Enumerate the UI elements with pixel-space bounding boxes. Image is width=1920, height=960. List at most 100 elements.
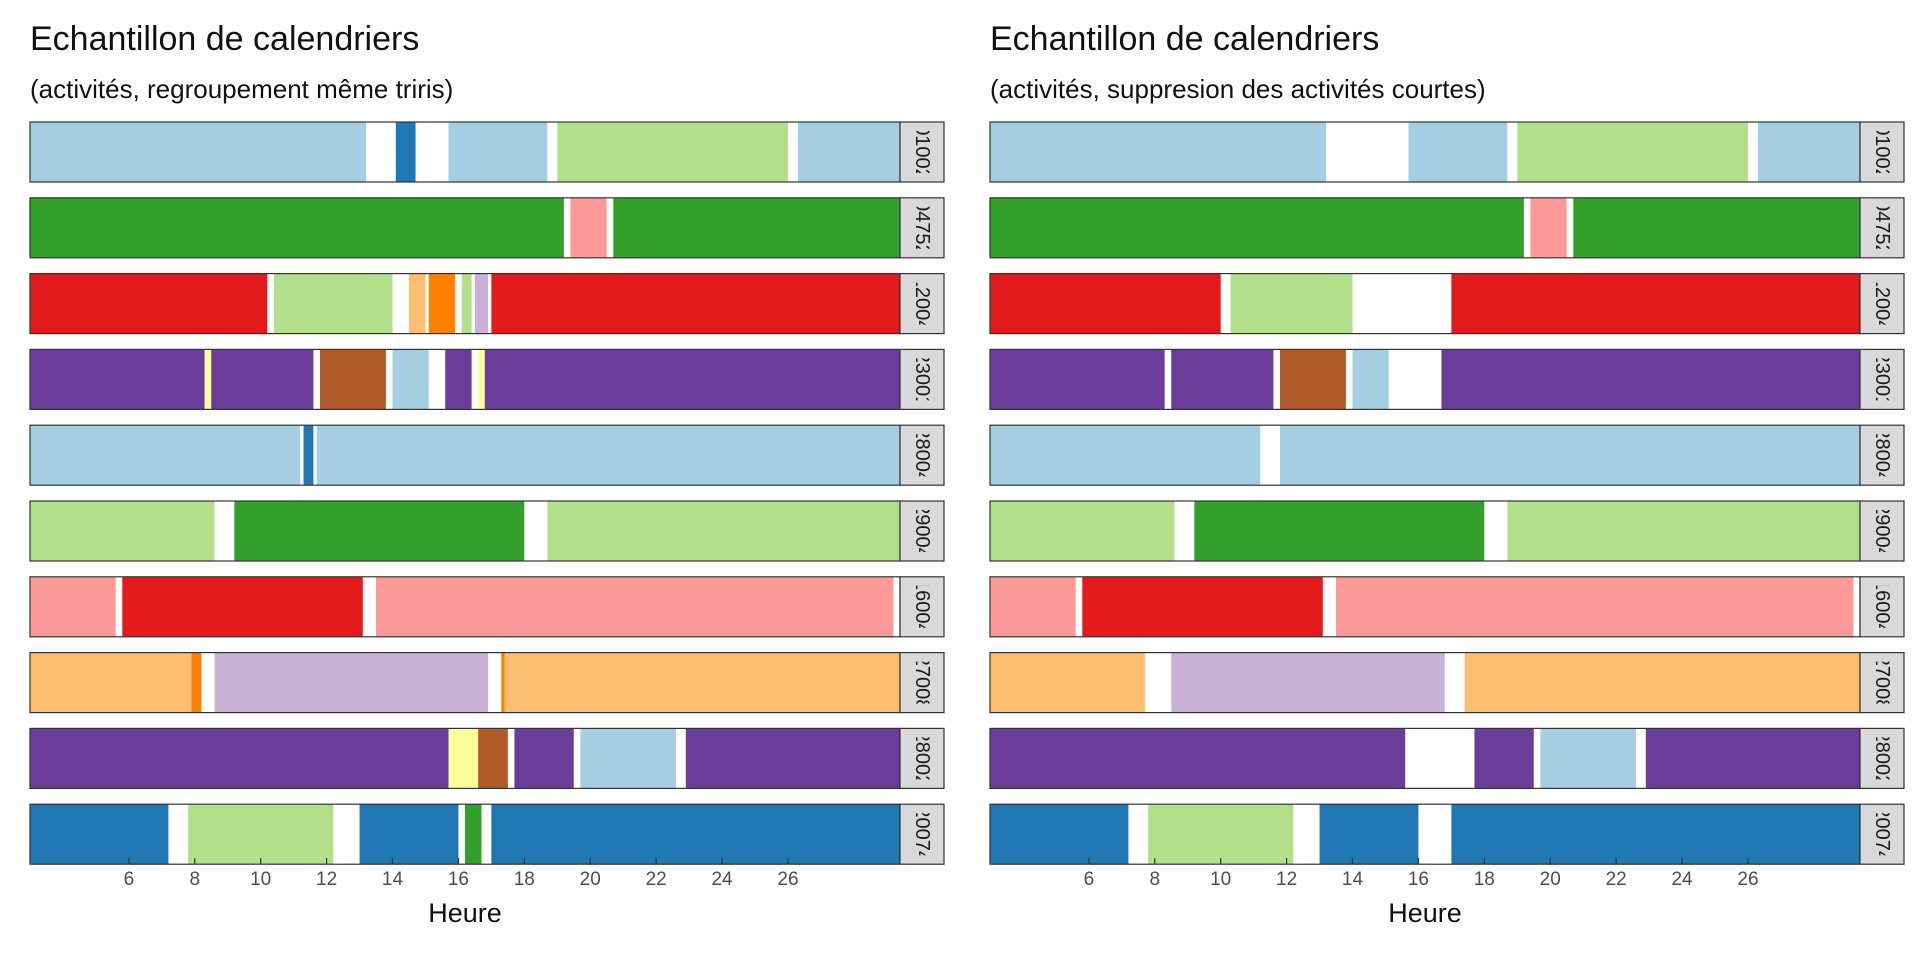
x-tick-label: 24 (711, 869, 733, 890)
activity-segment (685, 728, 900, 789)
x-tick-label: 8 (1149, 869, 1160, 890)
activity-segment (1230, 273, 1353, 334)
activity-segment (1645, 728, 1860, 789)
row-strip (899, 500, 945, 562)
x-tick-label: 12 (316, 869, 337, 890)
activity-segment (1507, 501, 1860, 561)
activity-segment (30, 273, 268, 334)
activity-segment (1408, 122, 1508, 182)
activity-segment (547, 501, 900, 561)
activity-segment (204, 349, 212, 410)
activity-segment (1171, 349, 1274, 410)
calendar-row: 29004 (989, 500, 1905, 562)
activity-segment (504, 652, 900, 713)
x-tick-label: 10 (1210, 869, 1231, 890)
activity-segment (990, 122, 1327, 182)
activity-segment (478, 728, 508, 789)
activity-segment (474, 273, 489, 334)
activity-segment (1540, 728, 1636, 789)
row-label: 01002 (1871, 124, 1893, 180)
activity-segment (303, 425, 314, 486)
activity-segment (448, 122, 548, 182)
row-label: 12004 (1871, 276, 1893, 332)
x-tick-label: 22 (646, 869, 667, 890)
x-tick-label: 18 (1474, 869, 1495, 890)
x-tick-label: 14 (1342, 869, 1364, 890)
x-axis: 6 8 10 12 14 16 18 20 22 24 26 (1084, 858, 1759, 890)
activity-segment (990, 501, 1175, 561)
calendar-row: 23001 (989, 348, 1905, 410)
x-tick-label: 20 (1540, 869, 1561, 890)
row-strip (1859, 500, 1905, 562)
row-strip (899, 803, 945, 865)
activity-segment (613, 197, 900, 258)
row-label: 16004 (1871, 579, 1893, 635)
activity-segment (491, 273, 900, 334)
activity-segment (1474, 728, 1534, 789)
calendar-row: 12004 (29, 273, 945, 335)
x-tick-label: 8 (189, 869, 200, 890)
row-label: 23001 (911, 352, 933, 408)
activity-segment (376, 576, 894, 637)
calendar-row: 28002 (29, 727, 945, 790)
row-label: 20074 (1871, 806, 1893, 862)
row-label: 28002 (1871, 731, 1893, 787)
calendar-row: 01002 (29, 121, 945, 183)
activity-segment (30, 349, 205, 410)
activity-segment (461, 273, 472, 334)
row-label: 29004 (1871, 503, 1893, 559)
activity-segment (359, 804, 459, 865)
activity-segment (990, 425, 1261, 486)
row-label: 01002 (911, 124, 933, 180)
calendar-row: 20074 (29, 803, 945, 865)
activity-segment (990, 804, 1129, 865)
calendar-row: 20074 (989, 803, 1905, 865)
activity-segment (580, 728, 676, 789)
row-strip (1859, 727, 1905, 790)
activity-segment (1530, 197, 1567, 258)
row-strip (899, 424, 945, 486)
chart-subtitle: (activités, suppresion des activités cou… (990, 74, 1486, 104)
activity-segment (1517, 122, 1748, 182)
row-label: 29004 (911, 503, 933, 559)
activity-segment (491, 804, 900, 865)
activity-segment (797, 122, 900, 182)
x-tick-label: 26 (1737, 869, 1758, 890)
chart-title: Echantillon de calendriers (990, 20, 1380, 58)
row-label: 27008 (911, 655, 933, 711)
activity-segment (1148, 804, 1294, 865)
x-tick-label: 6 (1084, 869, 1095, 890)
activity-segment (320, 349, 386, 410)
activity-segment (1336, 576, 1854, 637)
row-strip (899, 727, 945, 790)
activity-segment (1171, 652, 1445, 713)
activity-segment (990, 576, 1076, 637)
activity-segment (1451, 804, 1860, 865)
x-tick-label: 18 (514, 869, 535, 890)
activity-segment (234, 501, 525, 561)
activity-segment (1451, 273, 1860, 334)
activity-segment (1280, 425, 1860, 486)
activity-segment (1573, 197, 1860, 258)
calendar-row: 01002 (989, 121, 1905, 183)
row-strip (1859, 576, 1905, 638)
activity-segment (428, 273, 456, 334)
row-label: 04752 (1871, 200, 1893, 256)
row-strip (1859, 121, 1905, 183)
row-label: 04752 (911, 200, 933, 256)
activity-segment (191, 652, 202, 713)
activity-segment (1757, 122, 1860, 182)
x-tick-label: 20 (580, 869, 601, 890)
activity-segment (501, 652, 505, 713)
activity-segment (1280, 349, 1346, 410)
row-label: 28002 (911, 731, 933, 787)
activity-segment (30, 652, 192, 713)
activity-segment (30, 804, 169, 865)
row-strip (899, 576, 945, 638)
activity-segment (1082, 576, 1323, 637)
x-axis: 6 8 10 12 14 16 18 20 22 24 26 (124, 858, 799, 890)
activity-segment (30, 122, 367, 182)
activity-segment (990, 273, 1221, 334)
calendar-row: 16004 (989, 576, 1905, 638)
activity-segment (30, 197, 564, 258)
